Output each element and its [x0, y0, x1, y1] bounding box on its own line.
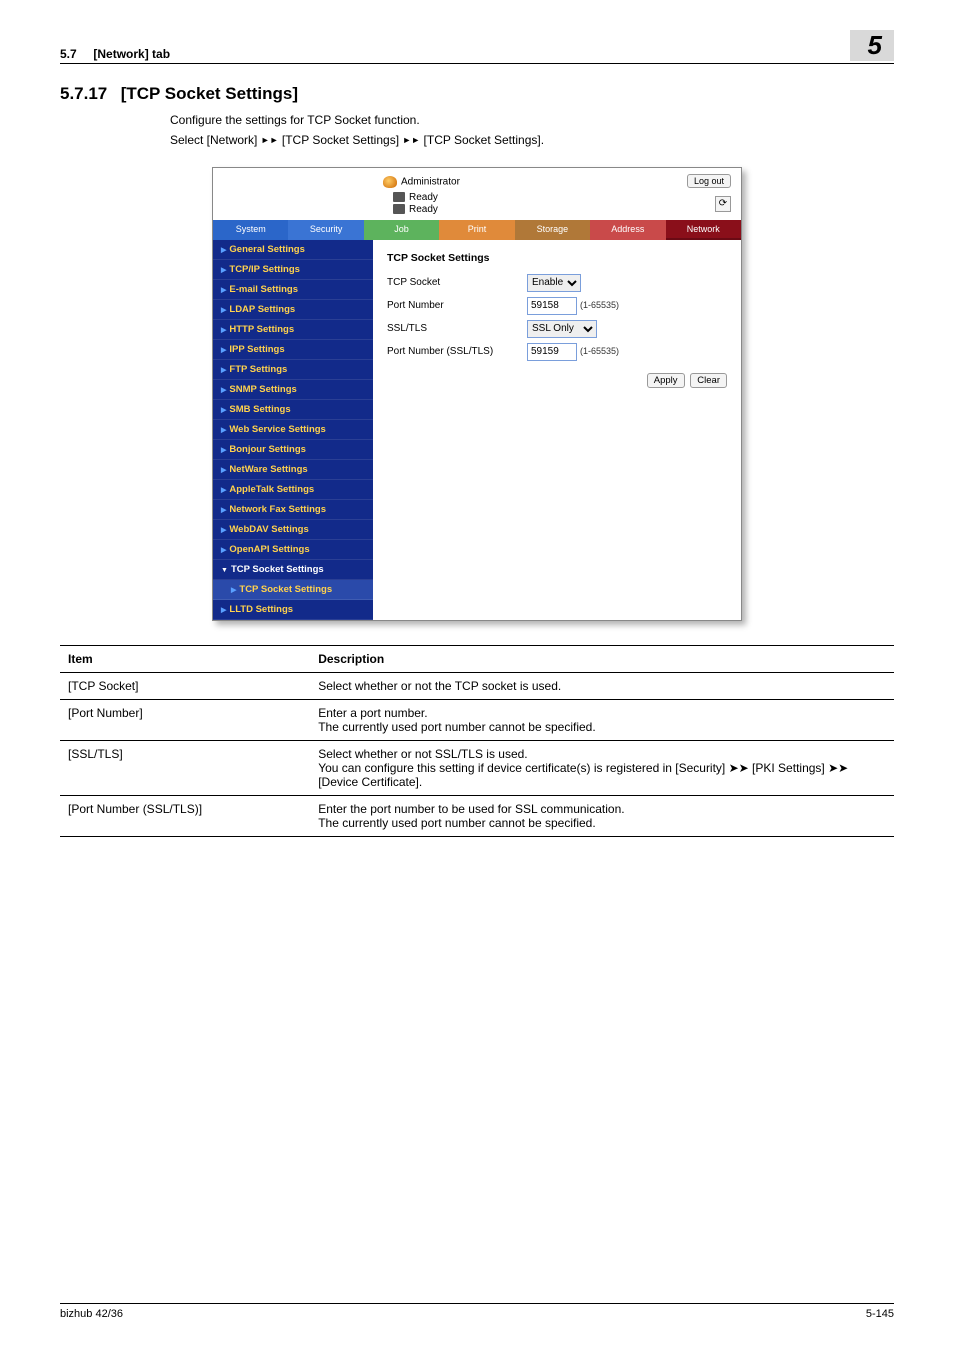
port-ssl-label: Port Number (SSL/TLS): [387, 346, 527, 357]
form-heading: TCP Socket Settings: [387, 252, 727, 264]
sidebar-item-bonjour[interactable]: ▶Bonjour Settings: [213, 440, 373, 460]
sidebar-item-snmp[interactable]: ▶SNMP Settings: [213, 380, 373, 400]
sidebar-item-smb[interactable]: ▶SMB Settings: [213, 400, 373, 420]
sidebar-item-email[interactable]: ▶E-mail Settings: [213, 280, 373, 300]
ready-status-2: Ready: [409, 204, 438, 215]
section-number: 5.7.17: [60, 84, 116, 104]
table-row: [Port Number (SSL/TLS)]Enter the port nu…: [60, 795, 894, 836]
sidebar-nav: ▶General Settings ▶TCP/IP Settings ▶E-ma…: [213, 240, 373, 620]
tab-job[interactable]: Job: [364, 220, 439, 240]
table-cell-desc: Enter a port number. The currently used …: [310, 699, 894, 740]
triangle-icon: ►►: [261, 135, 279, 145]
footer-right: 5-145: [866, 1308, 894, 1320]
table-cell-item: [Port Number]: [60, 699, 310, 740]
table-cell-item: [Port Number (SSL/TLS)]: [60, 795, 310, 836]
tab-security[interactable]: Security: [288, 220, 363, 240]
sidebar-item-lltd[interactable]: ▶LLTD Settings: [213, 600, 373, 620]
header-section-ref: 5.7: [60, 47, 77, 61]
triangle-icon: ►►: [402, 135, 420, 145]
table-cell-desc: Select whether or not the TCP socket is …: [310, 672, 894, 699]
table-cell-desc: Select whether or not SSL/TLS is used. Y…: [310, 740, 894, 795]
sidebar-item-webservice[interactable]: ▶Web Service Settings: [213, 420, 373, 440]
sidebar-item-tcpip[interactable]: ▶TCP/IP Settings: [213, 260, 373, 280]
footer-left: bizhub 42/36: [60, 1308, 123, 1320]
table-header-desc: Description: [310, 645, 894, 672]
apply-button[interactable]: Apply: [647, 373, 685, 388]
sidebar-item-ftp[interactable]: ▶FTP Settings: [213, 360, 373, 380]
logout-button[interactable]: Log out: [687, 174, 731, 188]
tab-print[interactable]: Print: [439, 220, 514, 240]
main-tabs: System Security Job Print Storage Addres…: [213, 220, 741, 240]
sidebar-item-openapi[interactable]: ▶OpenAPI Settings: [213, 540, 373, 560]
header-section-name: [Network] tab: [93, 47, 170, 61]
printer-status-icon: [393, 192, 405, 202]
section-heading: 5.7.17 [TCP Socket Settings]: [60, 84, 894, 104]
tab-address[interactable]: Address: [590, 220, 665, 240]
tcp-socket-select[interactable]: Enable: [527, 274, 581, 292]
tab-system[interactable]: System: [213, 220, 288, 240]
port-ssl-input[interactable]: [527, 343, 577, 361]
table-cell-desc: Enter the port number to be used for SSL…: [310, 795, 894, 836]
sidebar-item-tcpsocket-parent[interactable]: ▼TCP Socket Settings: [213, 560, 373, 580]
sidebar-item-ldap[interactable]: ▶LDAP Settings: [213, 300, 373, 320]
intro-text-2: Select [Network] ►► [TCP Socket Settings…: [170, 132, 894, 149]
port-number-label: Port Number: [387, 300, 527, 311]
table-cell-item: [SSL/TLS]: [60, 740, 310, 795]
sidebar-item-netware[interactable]: ▶NetWare Settings: [213, 460, 373, 480]
table-cell-item: [TCP Socket]: [60, 672, 310, 699]
refresh-button[interactable]: ⟳: [715, 196, 731, 212]
administrator-label: Administrator: [401, 176, 460, 187]
intro-text-1: Configure the settings for TCP Socket fu…: [170, 112, 894, 129]
clear-button[interactable]: Clear: [690, 373, 727, 388]
sidebar-item-http[interactable]: ▶HTTP Settings: [213, 320, 373, 340]
table-header-item: Item: [60, 645, 310, 672]
ssltls-label: SSL/TLS: [387, 323, 527, 334]
tab-storage[interactable]: Storage: [515, 220, 590, 240]
port-range-text: (1-65535): [580, 300, 619, 310]
tcp-socket-label: TCP Socket: [387, 277, 527, 288]
sidebar-item-appletalk[interactable]: ▶AppleTalk Settings: [213, 480, 373, 500]
port-ssl-range-text: (1-65535): [580, 346, 619, 356]
ssltls-select[interactable]: SSL Only: [527, 320, 597, 338]
content-panel: TCP Socket Settings TCP Socket Enable Po…: [373, 240, 741, 620]
chapter-number-badge: 5: [850, 30, 894, 61]
port-number-input[interactable]: [527, 297, 577, 315]
sidebar-item-ipp[interactable]: ▶IPP Settings: [213, 340, 373, 360]
table-row: [SSL/TLS]Select whether or not SSL/TLS i…: [60, 740, 894, 795]
description-table: Item Description [TCP Socket]Select whet…: [60, 645, 894, 837]
printer-status-icon: [393, 204, 405, 214]
admin-avatar-icon: [383, 176, 397, 188]
sidebar-item-netfax[interactable]: ▶Network Fax Settings: [213, 500, 373, 520]
ready-status-1: Ready: [409, 192, 438, 203]
section-title-text: [TCP Socket Settings]: [121, 84, 298, 103]
sidebar-item-tcpsocket-child[interactable]: ▶TCP Socket Settings: [213, 580, 373, 600]
table-row: [TCP Socket]Select whether or not the TC…: [60, 672, 894, 699]
table-row: [Port Number]Enter a port number. The cu…: [60, 699, 894, 740]
page-footer: bizhub 42/36 5-145: [60, 1303, 894, 1320]
sidebar-item-webdav[interactable]: ▶WebDAV Settings: [213, 520, 373, 540]
sidebar-item-general[interactable]: ▶General Settings: [213, 240, 373, 260]
tab-network[interactable]: Network: [666, 220, 741, 240]
settings-screenshot: Log out ⟳ Administrator Ready Ready Syst…: [212, 167, 742, 621]
